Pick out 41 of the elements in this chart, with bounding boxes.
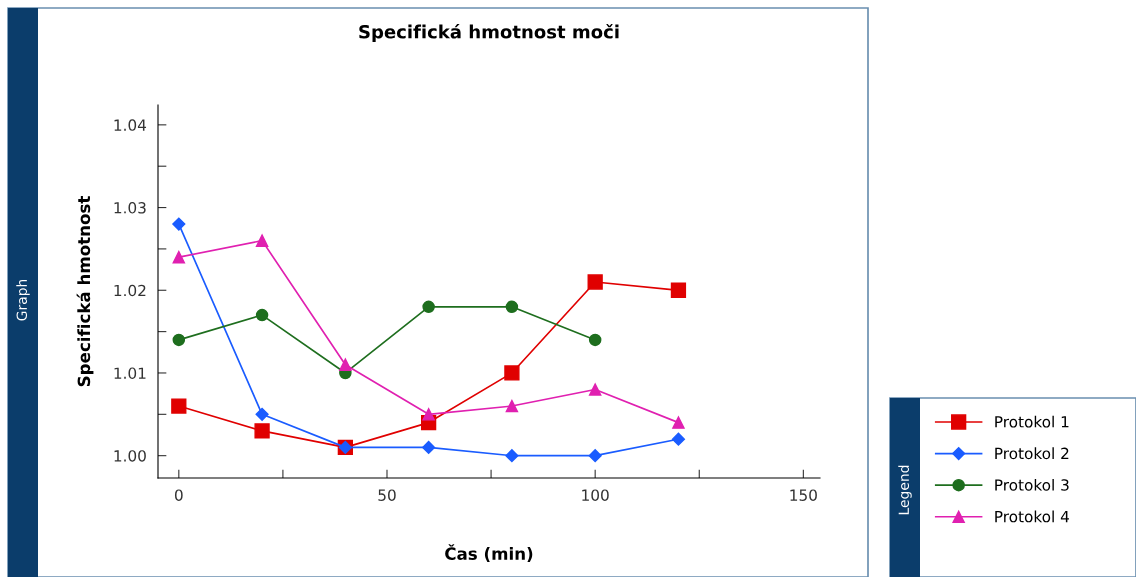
x-tick-label: 150 (790, 489, 817, 501)
point (254, 423, 270, 439)
point (422, 300, 435, 314)
point (670, 282, 687, 298)
x-tick-label: 50 (378, 489, 396, 501)
point (505, 300, 519, 314)
point (588, 449, 602, 463)
y-tick-label: 1.03 (114, 202, 146, 214)
legend-label: Protokol 3 (995, 478, 1069, 491)
point (339, 358, 352, 371)
point (588, 333, 602, 347)
legend-label: Protokol 2 (995, 447, 1069, 460)
y-tick-label: 1.01 (114, 367, 146, 379)
x-tick-label: 0 (174, 489, 183, 501)
point (587, 274, 603, 290)
point (255, 234, 269, 247)
point (172, 333, 186, 347)
y-axis-title: Specifická hmotnost (76, 196, 94, 387)
x-axis-title: Čas (min) (445, 544, 533, 562)
chart-title: Specifická hmotnost moči (359, 23, 619, 43)
y-tick-label: 1.00 (114, 450, 146, 462)
point (588, 383, 602, 396)
point (172, 217, 186, 231)
point (672, 416, 685, 429)
point (505, 449, 519, 463)
point (505, 399, 519, 413)
point (255, 407, 269, 421)
point (422, 408, 435, 421)
point (172, 250, 186, 264)
point (504, 365, 520, 381)
point (422, 440, 436, 454)
y-tick-label: 1.04 (114, 119, 147, 131)
point (171, 398, 187, 414)
point (671, 432, 686, 446)
legend-label: Protokol 1 (995, 415, 1069, 428)
y-tick-label: 1.02 (114, 284, 146, 297)
legend-title: Legend (898, 465, 912, 515)
point (255, 308, 269, 322)
text: Graph (16, 279, 30, 321)
legend-label: Protokol 4 (995, 510, 1069, 523)
x-tick-label: 100 (582, 489, 609, 501)
